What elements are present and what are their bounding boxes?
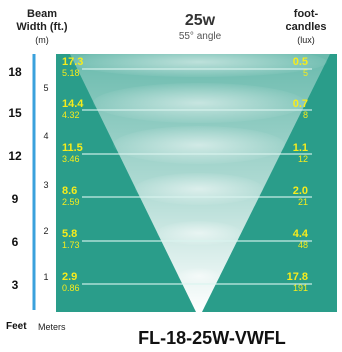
beam-width-ft: 8.6	[62, 186, 80, 197]
beam-width-m: 5.18	[62, 68, 83, 79]
beam-width-header-line2: Width (ft.)	[4, 21, 80, 34]
beam-width-header-line1: Beam	[4, 8, 80, 21]
feet-tick: 12	[2, 149, 28, 163]
meter-tick: 3	[39, 180, 53, 190]
lux-value: 191	[287, 283, 308, 294]
footcandles-header-line2: candles	[274, 21, 338, 34]
title-block: 25w 55° angle	[150, 12, 250, 43]
meter-tick: 4	[39, 131, 53, 141]
footcandles-value: 1.1	[293, 143, 308, 154]
footcandles-value: 2.0	[293, 186, 308, 197]
lux-unit: (lux)	[274, 34, 338, 47]
footcandles-value: 0.5	[293, 57, 308, 68]
beam-width-value: 14.4 4.32	[62, 99, 83, 121]
footcandles-value: 4.4	[293, 229, 308, 240]
feet-tick: 9	[2, 192, 28, 206]
beam-width-m: 4.32	[62, 110, 83, 121]
beam-width-value: 5.8 1.73	[62, 229, 80, 251]
lux-value: 5	[293, 68, 308, 79]
beam-width-ft: 11.5	[62, 143, 83, 154]
beam-width-ft: 14.4	[62, 99, 83, 110]
beam-ellipse-12	[113, 126, 285, 164]
lux-value: 48	[293, 240, 308, 251]
footcandles-header: foot- candles (lux)	[274, 8, 338, 47]
beam-width-unit: (m)	[4, 34, 80, 47]
meters-axis-label: Meters	[38, 322, 66, 332]
beam-width-ft: 2.9	[62, 272, 80, 283]
beam-width-value: 17.3 5.18	[62, 57, 83, 79]
feet-tick: 3	[2, 278, 28, 292]
illuminance-value: 1.1 12	[293, 143, 308, 165]
lux-value: 12	[293, 154, 308, 165]
beam-ellipse-3	[178, 268, 220, 284]
illuminance-value: 0.5 5	[293, 57, 308, 79]
beam-width-value: 11.5 3.46	[62, 143, 83, 165]
beam-width-value: 8.6 2.59	[62, 186, 80, 208]
footcandles-value: 0.7	[293, 99, 308, 110]
beam-width-ft: 5.8	[62, 229, 80, 240]
beam-width-value: 2.9 0.86	[62, 272, 80, 294]
footcandles-header-line1: foot-	[274, 8, 338, 21]
beam-width-m: 1.73	[62, 240, 80, 251]
beam-width-header: Beam Width (ft.) (m)	[4, 8, 80, 47]
beam-width-ft: 17.3	[62, 57, 83, 68]
beam-ellipse-15	[93, 83, 305, 123]
beam-width-m: 2.59	[62, 197, 80, 208]
illuminance-value: 0.7 8	[293, 99, 308, 121]
beam-ellipse-9	[135, 173, 263, 205]
feet-tick: 18	[2, 65, 28, 79]
model-number: FL-18-25W-VWFL	[112, 328, 312, 349]
feet-axis-label: Feet	[6, 321, 27, 332]
beam-width-m: 0.86	[62, 283, 80, 294]
angle-label: 55° angle	[150, 30, 250, 43]
illuminance-value: 2.0 21	[293, 186, 308, 208]
beam-width-m: 3.46	[62, 154, 83, 165]
feet-tick: 15	[2, 106, 28, 120]
power-label: 25w	[150, 12, 250, 30]
illuminance-value: 4.4 48	[293, 229, 308, 251]
beam-ellipse-18	[71, 47, 327, 77]
meter-tick: 1	[39, 272, 53, 282]
meter-tick: 2	[39, 226, 53, 236]
footcandles-value: 17.8	[287, 272, 308, 283]
feet-tick: 6	[2, 235, 28, 249]
meter-tick: 5	[39, 83, 53, 93]
lux-value: 21	[293, 197, 308, 208]
lux-value: 8	[293, 110, 308, 121]
illuminance-value: 17.8 191	[287, 272, 308, 294]
